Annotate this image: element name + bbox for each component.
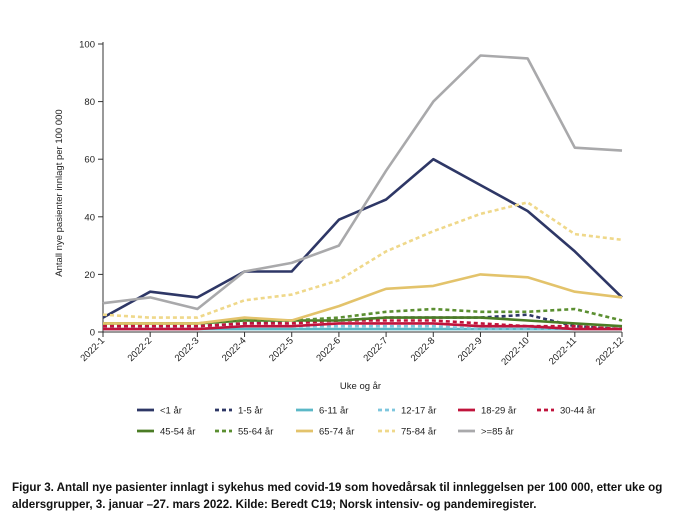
x-tick-label: 2022-12	[594, 335, 626, 367]
series-layer	[102, 54, 623, 331]
x-tick-label: 2022-2	[126, 335, 155, 364]
series-line	[102, 201, 623, 319]
series-line	[103, 273, 623, 325]
x-tick-label: 2022-3	[173, 335, 202, 364]
legend-item: 75-84 år	[378, 427, 436, 438]
y-tick-label: 60	[84, 155, 95, 166]
y-tick-label: 20	[84, 270, 95, 281]
x-tick-label: 2022-7	[362, 335, 391, 364]
legend-label: 30-44 år	[560, 406, 595, 417]
legend-item: >=85 år	[458, 427, 514, 438]
legend-item: 12-17 år	[378, 406, 436, 417]
legend-item: <1 år	[137, 406, 182, 417]
y-tick-label: 40	[84, 212, 95, 223]
legend-label: 45-54 år	[160, 427, 195, 438]
legend-label: 75-84 år	[401, 427, 436, 438]
legend-item: 55-64 år	[215, 427, 273, 438]
legend-label: 18-29 år	[481, 406, 516, 417]
legend-label: 65-74 år	[319, 427, 354, 438]
legend-label: 55-64 år	[238, 427, 273, 438]
series-line	[103, 322, 622, 331]
legend-item: 1-5 år	[215, 406, 263, 417]
legend-item: 18-29 år	[458, 406, 516, 417]
x-tick-label: 2022-6	[314, 335, 343, 364]
x-tick-label: 2022-5	[267, 335, 296, 364]
x-tick-label: 2022-8	[409, 335, 438, 364]
legend-item: 30-44 år	[537, 406, 595, 417]
series-line	[102, 157, 623, 319]
legend-item: 45-54 år	[137, 427, 195, 438]
series-line	[102, 54, 623, 311]
x-tick-label: 2022-9	[456, 335, 485, 364]
series-line	[103, 319, 623, 331]
legend-label: >=85 år	[481, 427, 514, 438]
legend-item: 65-74 år	[296, 427, 354, 438]
y-tick-label: 100	[79, 40, 95, 51]
legend-item: 6-11 år	[296, 406, 348, 417]
legend-label: 6-11 år	[319, 406, 348, 417]
figure-caption: Figur 3. Antall nye pasienter innlagt i …	[12, 481, 663, 511]
y-tick-label: 0	[90, 328, 95, 339]
legend-label: 1-5 år	[238, 406, 263, 417]
x-axis-title: Uke og år	[340, 381, 381, 392]
legend-label: 12-17 år	[401, 406, 436, 417]
y-tick-label: 80	[84, 97, 95, 108]
y-axis: 0 20 40 60 80 100	[79, 40, 104, 339]
x-tick-label: 2022-11	[547, 335, 579, 367]
y-axis-title: Antall nye pasienter innlagt per 100 000	[54, 109, 65, 276]
x-tick-label: 2022-1	[78, 335, 107, 364]
x-tick-label: 2022-10	[499, 335, 531, 367]
x-tick-label: 2022-4	[220, 335, 249, 364]
legend: <1 år 1-5 år 6-11 år 12-17 år 18-29 år 30-44 …	[137, 406, 595, 438]
legend-label: <1 år	[160, 406, 182, 417]
x-axis: 2022-1 2022-2 2022-3 2022-4 2022-5 2022-6 2022…	[78, 331, 626, 368]
